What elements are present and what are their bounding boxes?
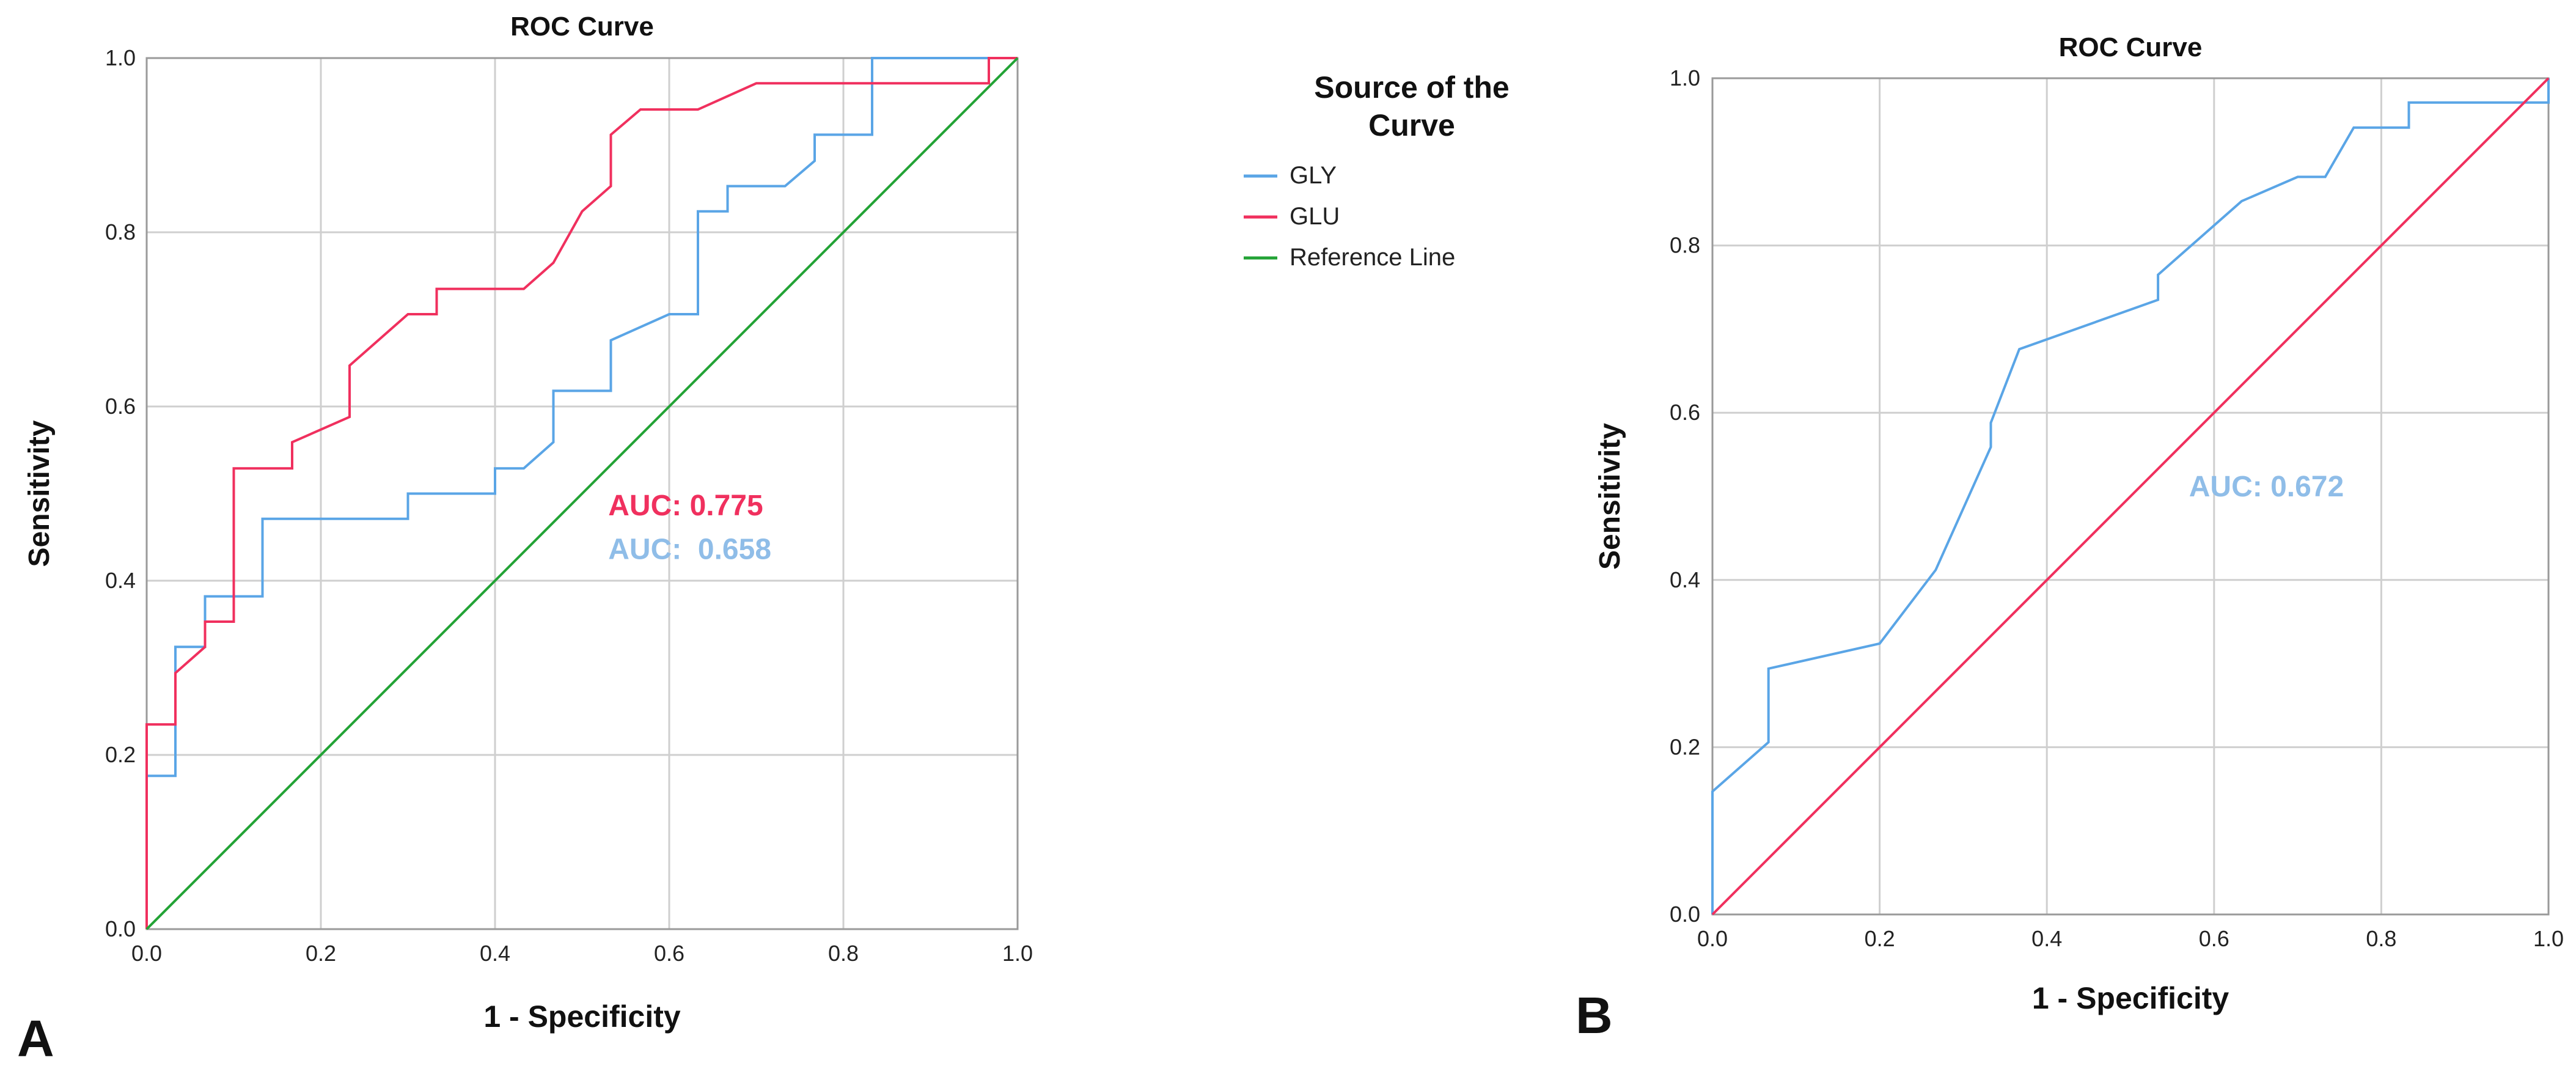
- panel-label-b: B: [1576, 987, 1613, 1044]
- x-tick-labels: 0.0 0.2 0.4 0.6 0.8 1.0: [131, 941, 1033, 966]
- y-tick-label: 0.4: [105, 568, 136, 593]
- legend-title-line-1: Source of the: [1314, 70, 1509, 105]
- x-tick-labels: 0.0 0.2 0.4 0.6 0.8 1.0: [1697, 926, 2564, 951]
- y-tick-label: 0.6: [105, 394, 136, 419]
- plot-area: [145, 57, 1019, 930]
- plot-frame: [1711, 77, 2550, 916]
- annotations: AUC: 0.775 AUC: 0.658: [608, 490, 771, 565]
- panel-b-chart: ROC Curve 0.0 0.2 0.4 0.6 0.8 1.0 0.00.20.40.…: [1594, 32, 2564, 1015]
- legend-label: GLY: [1290, 162, 1337, 189]
- y-tick-labels: 0.0 0.2 0.4 0.6 0.8 1.0: [1670, 65, 1700, 927]
- y-tick-label: 0.8: [105, 219, 136, 245]
- chart-title: ROC Curve: [2059, 32, 2203, 62]
- y-tick-label: 0.6: [1670, 400, 1700, 425]
- legend: Source of the Curve GLY GLU Reference Line: [1244, 70, 1510, 271]
- grid: [145, 57, 1019, 930]
- y-axis-label: Sensitivity: [1594, 423, 1626, 570]
- legend-entries: GLY GLU Reference Line: [1244, 162, 1455, 271]
- plot-area: [1711, 77, 2550, 916]
- series-line-series: [1711, 77, 2550, 916]
- x-axis-label: 1 - Specificity: [483, 999, 681, 1034]
- chart-title: ROC Curve: [510, 12, 654, 42]
- y-tick-labels: 0.0 0.2 0.4 0.6 0.8 1.0: [105, 45, 136, 941]
- y-tick-label: 0.0: [1670, 902, 1700, 927]
- x-tick-label: 0.2: [306, 941, 336, 966]
- x-tick-label: 1.0: [1002, 941, 1033, 966]
- y-tick-label: 1.0: [1670, 65, 1700, 90]
- x-tick-label: 0.6: [654, 941, 684, 966]
- x-axis-label: 1 - Specificity: [2032, 981, 2229, 1015]
- x-tick-label: 1.0: [2533, 926, 2564, 951]
- auc-annotation: AUC: 0.658: [608, 533, 771, 565]
- x-tick-label: 0.4: [2031, 926, 2062, 951]
- plot-frame: [145, 57, 1019, 930]
- auc-annotation: AUC: 0.775: [608, 490, 763, 522]
- y-tick-label: 0.2: [105, 742, 136, 767]
- y-tick-label: 0.0: [105, 916, 136, 941]
- legend-label: Reference Line: [1290, 244, 1455, 271]
- x-tick-label: 0.6: [2199, 926, 2229, 951]
- annotations: AUC: 0.672: [2189, 471, 2344, 503]
- grid: [1711, 77, 2550, 916]
- auc-annotation: AUC: 0.672: [2189, 471, 2344, 503]
- y-tick-label: 0.4: [1670, 567, 1700, 592]
- x-tick-label: 0.4: [480, 941, 510, 966]
- y-tick-label: 0.8: [1670, 233, 1700, 258]
- series-line-series: [1711, 78, 2550, 914]
- x-tick-label: 0.8: [2366, 926, 2396, 951]
- panel-label-a: A: [17, 1010, 54, 1067]
- y-tick-label: 1.0: [105, 45, 136, 70]
- series-line-glu: [145, 57, 1018, 929]
- x-tick-label: 0.8: [828, 941, 859, 966]
- x-tick-label: 0.2: [1865, 926, 1895, 951]
- legend-label: GLU: [1290, 203, 1340, 230]
- y-tick-label: 0.2: [1670, 734, 1700, 759]
- series-line-reference-line: [145, 57, 1019, 930]
- legend-title-line-2: Curve: [1368, 108, 1455, 142]
- panel-a-chart: ROC Curve 0.0 0.2 0.4 0.6 0.8 1.0 0.00.20.40.…: [23, 12, 1033, 1034]
- x-tick-label: 0.0: [131, 941, 162, 966]
- y-axis-label: Sensitivity: [23, 420, 56, 567]
- x-tick-label: 0.0: [1697, 926, 1728, 951]
